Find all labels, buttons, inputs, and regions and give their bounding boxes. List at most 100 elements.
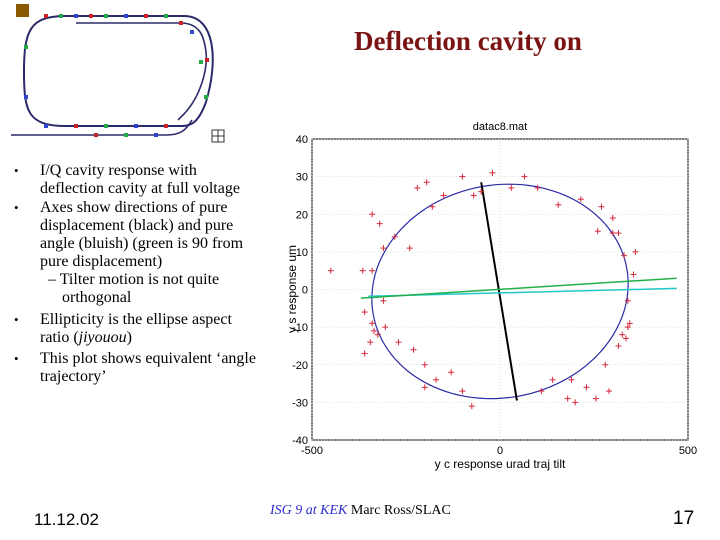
- magnet-marker: [190, 30, 194, 34]
- magnet-marker: [74, 124, 78, 128]
- magnet-marker: [164, 14, 168, 18]
- magnet-marker: [74, 14, 78, 18]
- y-tick-label: -20: [292, 360, 308, 372]
- data-point: [380, 245, 387, 252]
- data-point: [421, 361, 428, 368]
- data-point: [369, 320, 376, 327]
- data-point: [433, 376, 440, 383]
- bullet-item: • I/Q cavity response with deflection ca…: [14, 162, 264, 198]
- bullet-text: I/Q cavity response with deflection cavi…: [40, 162, 240, 197]
- data-point: [468, 403, 475, 410]
- data-point: [369, 211, 376, 218]
- magnet-marker: [104, 124, 108, 128]
- sub-bullet-text: – Tilter motion is not quite orthogonal: [48, 271, 220, 306]
- displacement-axis-line: [480, 182, 518, 401]
- x-tick-label: 500: [679, 445, 697, 457]
- data-point: [615, 342, 622, 349]
- footer-event: ISG 9 at KEK: [270, 503, 348, 518]
- y-tick-label: 30: [296, 172, 308, 184]
- data-point: [609, 215, 616, 222]
- data-point: [369, 267, 376, 274]
- data-point: [583, 384, 590, 391]
- x-tick-label: -500: [301, 445, 323, 457]
- data-point: [572, 399, 579, 406]
- response-scatter-chart: datac8.mat 40 30 20 10 0 -10 -20 -30 -40 -500 0 50…: [285, 121, 697, 471]
- y-tick-label: -10: [292, 322, 308, 334]
- data-point: [448, 369, 455, 376]
- slide-title: Deflection cavity on: [354, 26, 582, 56]
- data-point: [410, 346, 417, 353]
- data-point: [521, 173, 528, 180]
- data-point: [367, 339, 374, 346]
- data-point: [598, 203, 605, 210]
- data-point: [508, 184, 515, 191]
- bullet-item: • Ellipticity is the ellipse aspect rati…: [14, 311, 264, 347]
- data-point: [406, 245, 413, 252]
- slide-footer: ISG 9 at KEK Marc Ross/SLAC: [270, 503, 451, 519]
- bullet-dot-icon: •: [14, 200, 19, 215]
- data-point: [606, 388, 613, 395]
- data-point: [429, 203, 436, 210]
- data-point: [361, 350, 368, 357]
- magnet-marker: [204, 95, 208, 99]
- data-point: [624, 297, 631, 304]
- bullet-text-end: ): [126, 329, 132, 346]
- data-point: [577, 196, 584, 203]
- chart-title: datac8.mat: [473, 121, 527, 133]
- magnet-marker: [205, 58, 209, 62]
- y-tick-label: 20: [296, 209, 308, 221]
- magnet-marker: [44, 124, 48, 128]
- bullet-list: • I/Q cavity response with deflection ca…: [14, 162, 264, 386]
- data-point: [555, 201, 562, 208]
- data-point: [374, 331, 381, 338]
- data-point: [619, 331, 626, 338]
- magnet-marker: [179, 21, 183, 25]
- y-axis-label: y s response um: [285, 245, 299, 333]
- data-point: [568, 376, 575, 383]
- data-point: [459, 173, 466, 180]
- data-point: [549, 376, 556, 383]
- data-point: [630, 271, 637, 278]
- orthogonal-axis-line: [360, 277, 677, 299]
- bullet-dot-icon: •: [14, 163, 19, 178]
- magnet-marker: [59, 14, 63, 18]
- data-point: [459, 388, 466, 395]
- bullet-text: Axes show directions of pure displacemen…: [40, 199, 244, 270]
- ring-inner-orbit: [76, 22, 208, 121]
- data-point: [609, 230, 616, 237]
- y-tick-label: 0: [302, 285, 308, 297]
- data-point: [538, 388, 545, 395]
- bullet-item: • This plot shows equivalent ‘angle traj…: [14, 350, 264, 386]
- y-tick-label: -30: [292, 397, 308, 409]
- data-point: [602, 361, 609, 368]
- magnet-marker: [24, 45, 28, 49]
- data-point: [359, 267, 366, 274]
- data-point: [421, 384, 428, 391]
- bullet-italic-text: jiyouou: [78, 329, 127, 346]
- bullet-text: Ellipticity is the ellipse aspect ratio …: [40, 311, 232, 346]
- magnet-marker: [164, 124, 168, 128]
- data-point: [327, 267, 334, 274]
- magnet-marker: [124, 133, 128, 137]
- ring-main-orbit: [22, 15, 214, 127]
- corner-square-marker: [16, 4, 29, 17]
- magnet-marker: [199, 60, 203, 64]
- y-tick-label: 40: [296, 134, 308, 146]
- bullet-text: This plot shows equivalent ‘angle trajec…: [40, 350, 256, 385]
- lattice-magnet-markers: [24, 14, 209, 137]
- data-point: [382, 324, 389, 331]
- data-point: [361, 309, 368, 316]
- data-point: [632, 248, 639, 255]
- data-point: [395, 339, 402, 346]
- data-point: [391, 233, 398, 240]
- data-point: [371, 327, 378, 334]
- data-point: [594, 228, 601, 235]
- y-tick-label: -40: [292, 435, 308, 447]
- x-tick-label: 0: [497, 445, 503, 457]
- data-point: [380, 297, 387, 304]
- bullet-dot-icon: •: [14, 351, 19, 366]
- data-point: [622, 335, 629, 342]
- data-point: [621, 252, 628, 259]
- y-tick-label: 10: [296, 247, 308, 259]
- ellipse-fit-curve: [371, 183, 629, 400]
